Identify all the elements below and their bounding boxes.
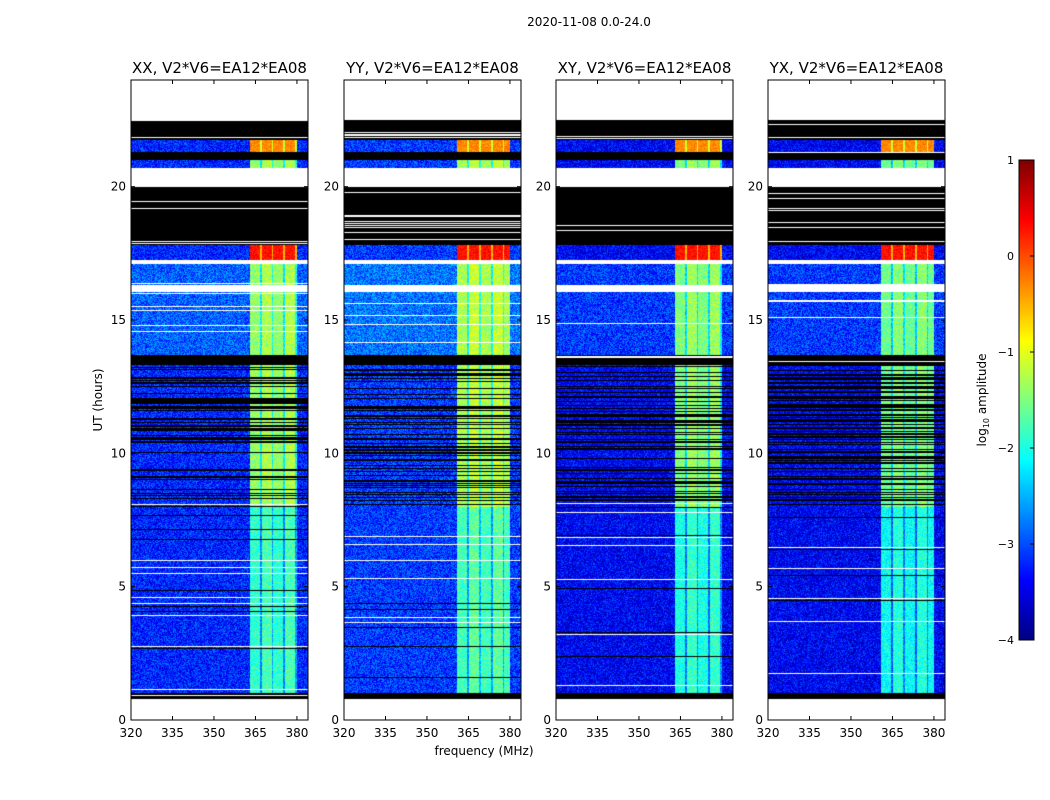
y-tick-label: 0 (118, 713, 126, 727)
y-tick-label: 10 (536, 446, 551, 460)
x-tick-label: 365 (244, 726, 267, 740)
x-tick-label: 380 (498, 726, 521, 740)
x-tick-label: 320 (333, 726, 356, 740)
panel-4: YX, V2*V6=EA12*EA08 320 335 350 365 380 0 5 10 15… (748, 59, 946, 740)
colorbar-tick-label: −1 (998, 346, 1014, 359)
x-axis-label: frequency (MHz) (434, 744, 533, 758)
x-tick-label: 380 (922, 726, 945, 740)
x-tick-label: 365 (457, 726, 480, 740)
colorbar-label: log10 amplitude (975, 354, 991, 447)
y-axis-label: UT (hours) (91, 368, 105, 431)
x-tick-label: 320 (120, 726, 143, 740)
x-tick-label: 320 (545, 726, 568, 740)
x-tick-label: 335 (798, 726, 821, 740)
y-tick-label: 15 (536, 313, 551, 327)
colorbar (1019, 160, 1034, 640)
y-tick-label: 5 (118, 580, 126, 594)
panel-frame (767, 79, 946, 721)
x-tick-label: 320 (757, 726, 780, 740)
y-tick-label: 0 (755, 713, 763, 727)
x-tick-label: 335 (161, 726, 184, 740)
panel-2: YY, V2*V6=EA12*EA08 320 335 350 365 380 0 5 10 15… (324, 59, 522, 740)
x-tick-label: 380 (285, 726, 308, 740)
panel-1: XX, V2*V6=EA12*EA08 320 335 350 365 380 0 5 10 15… (111, 59, 309, 740)
panel-frame (555, 79, 734, 721)
y-tick-label: 5 (331, 580, 339, 594)
colorbar-tick-label: −4 (998, 634, 1014, 647)
y-tick-label: 0 (543, 713, 551, 727)
heatmap-xx (131, 80, 308, 720)
y-tick-label: 15 (748, 313, 763, 327)
colorbar-tick-label: −2 (998, 442, 1014, 455)
panel-3: XY, V2*V6=EA12*EA08 320 335 350 365 380 0 5 10 15… (536, 59, 734, 740)
x-tick-label: 380 (710, 726, 733, 740)
x-tick-label: 350 (628, 726, 651, 740)
x-tick-label: 350 (203, 726, 226, 740)
panel-frame (130, 79, 309, 721)
x-tick-label: 365 (881, 726, 904, 740)
x-tick-label: 365 (669, 726, 692, 740)
y-tick-label: 20 (324, 180, 339, 194)
y-tick-label: 15 (324, 313, 339, 327)
y-tick-label: 0 (331, 713, 339, 727)
x-tick-label: 350 (840, 726, 863, 740)
panel-title: XX, V2*V6=EA12*EA08 (132, 59, 307, 77)
panel-title: XY, V2*V6=EA12*EA08 (558, 59, 732, 77)
y-tick-label: 20 (748, 180, 763, 194)
colorbar-tick-label: 0 (1007, 250, 1014, 263)
y-tick-label: 10 (324, 446, 339, 460)
y-tick-label: 5 (755, 580, 763, 594)
heatmap-xy (556, 80, 733, 720)
colorbar-tick-label: 1 (1007, 154, 1014, 167)
y-tick-label: 20 (111, 180, 126, 194)
panel-frame (343, 79, 522, 721)
y-tick-label: 20 (536, 180, 551, 194)
colorbar-axis: 1 0 −1 −2 −3 −4 (998, 154, 1035, 647)
x-tick-label: 335 (586, 726, 609, 740)
x-tick-label: 335 (374, 726, 397, 740)
y-tick-label: 15 (111, 313, 126, 327)
heatmap-yx (768, 80, 945, 720)
colorbar-tick-label: −3 (998, 538, 1014, 551)
y-tick-label: 10 (748, 446, 763, 460)
figure-title: 2020-11-08 0.0-24.0 (527, 15, 651, 29)
panel-title: YX, V2*V6=EA12*EA08 (769, 59, 944, 77)
y-tick-label: 10 (111, 446, 126, 460)
y-tick-label: 5 (543, 580, 551, 594)
heatmap-yy (344, 80, 521, 720)
colorbar-frame (1018, 159, 1035, 641)
x-tick-label: 350 (416, 726, 439, 740)
panel-title: YY, V2*V6=EA12*EA08 (345, 59, 519, 77)
